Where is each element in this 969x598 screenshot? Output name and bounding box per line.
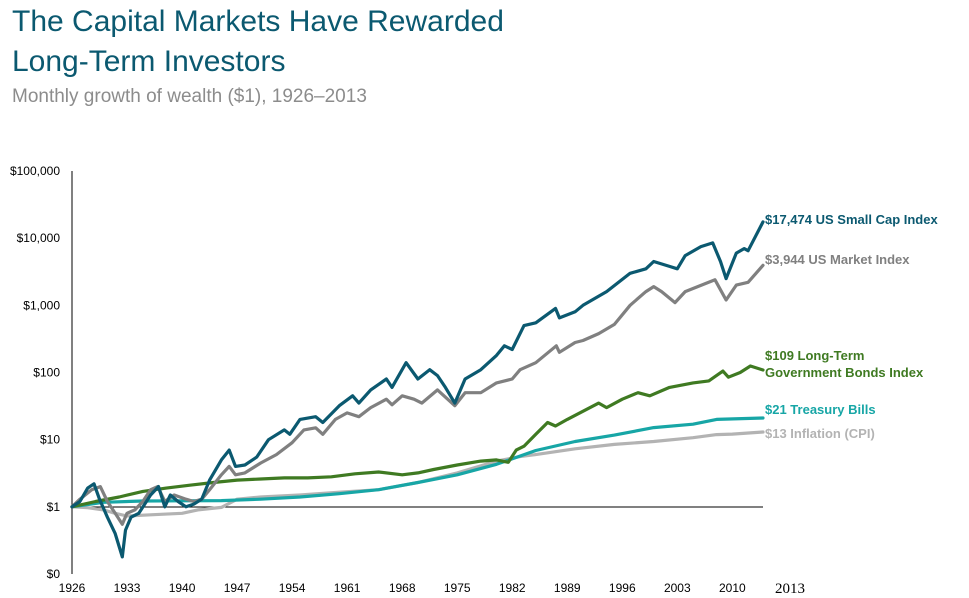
series-line-us-small-cap-index [70, 220, 765, 559]
series-label-inflation-cpi: $13 Inflation (CPI) [765, 426, 875, 441]
y-axis-ticks: $0 $1 $10 $100 $1,000 $10,000 $100,000 [10, 164, 60, 581]
series-label-us-market-index: $3,944 US Market Index [765, 252, 910, 267]
chart-subtitle: Monthly growth of wealth ($1), 1926–2013 [12, 86, 367, 107]
x-axis-ticks: 1926 1933 1940 1947 1954 1961 1968 1975 1982 1989… [59, 581, 805, 597]
chart-title-line-2: Long-Term Investors [12, 45, 286, 78]
x-tick-label: 2003 [664, 581, 691, 595]
x-tick-label: 1968 [389, 581, 416, 595]
series-line-us-market-index [70, 263, 765, 526]
x-tick-label: 1940 [169, 581, 196, 595]
y-tick-label: $0 [47, 567, 61, 581]
x-tick-label: 1947 [224, 581, 251, 595]
series-label-long-term-government-bonds-index: $109 Long-Term [765, 348, 864, 363]
y-tick-label: $10 [40, 433, 60, 447]
x-tick-label: 1954 [279, 581, 306, 595]
chart-title-line-1: The Capital Markets Have Rewarded [12, 5, 504, 38]
x-tick-label: 1989 [554, 581, 581, 595]
series-line-long-term-government-bonds-index [70, 364, 765, 509]
x-tick-label: 1996 [609, 581, 636, 595]
series-end-labels: $17,474 US Small Cap Index $3,944 US Mark… [765, 212, 938, 441]
x-tick-label: 1982 [499, 581, 526, 595]
x-tick-label: 2010 [719, 581, 746, 595]
y-tick-label: $1,000 [23, 298, 60, 312]
x-tick-label: 1975 [444, 581, 471, 595]
series-lines [70, 220, 765, 559]
y-tick-label: $100,000 [10, 164, 60, 178]
x-tick-label: 1926 [59, 581, 86, 595]
x-tick-label: 2013 [775, 581, 805, 597]
x-tick-label: 1933 [114, 581, 141, 595]
series-label-us-small-cap-index: $17,474 US Small Cap Index [765, 212, 938, 227]
series-label-treasury-bills: $21 Treasury Bills [765, 402, 876, 417]
chart-title: The Capital Markets Have Rewarded Long-Te… [12, 2, 504, 82]
x-tick-label: 1961 [334, 581, 361, 595]
y-tick-label: $100 [33, 366, 60, 380]
y-tick-label: $10,000 [17, 231, 61, 245]
series-label-long-term-government-bonds-index: Government Bonds Index [765, 365, 924, 380]
series-line-treasury-bills [70, 416, 765, 509]
y-tick-label: $1 [47, 500, 61, 514]
